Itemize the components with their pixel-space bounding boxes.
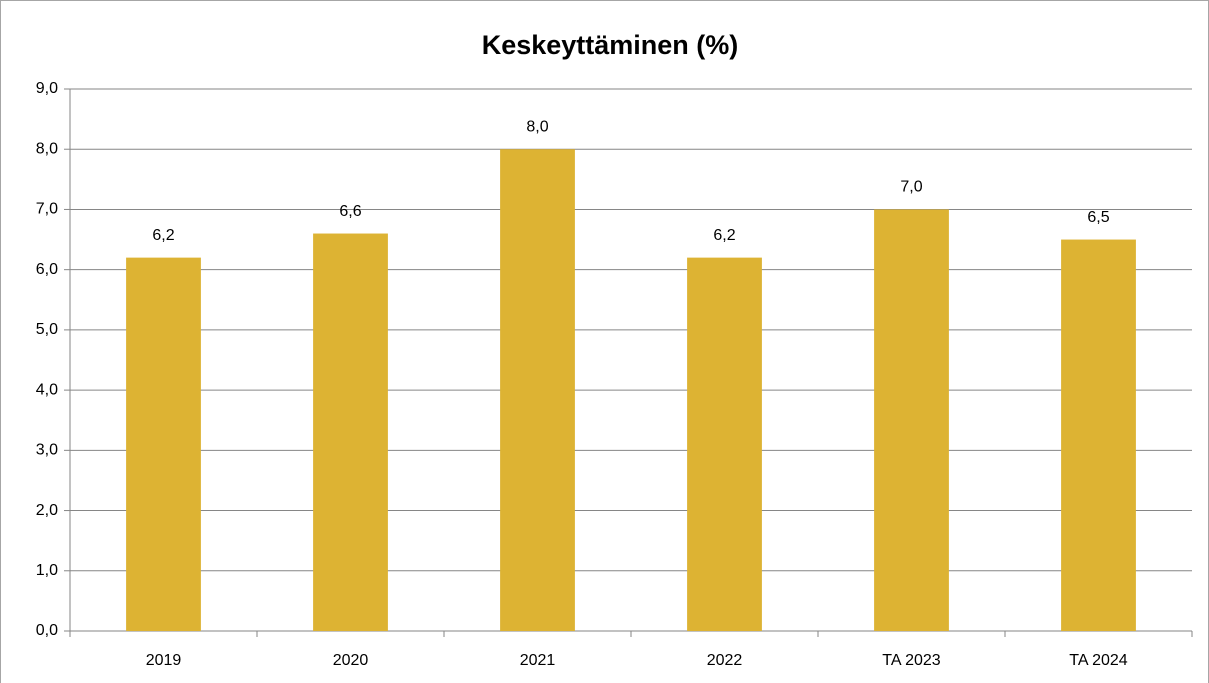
data-label: 6,2 [152, 227, 174, 244]
x-tick-label: 2022 [707, 652, 743, 669]
bar [313, 233, 388, 632]
data-label: 6,2 [713, 227, 735, 244]
y-tick-label: 2,0 [36, 502, 58, 519]
y-tick-label: 3,0 [36, 442, 58, 459]
bar [126, 257, 201, 631]
x-tick-label: 2019 [146, 652, 182, 669]
bar [500, 149, 575, 631]
data-label: 7,0 [900, 179, 922, 196]
bar [687, 257, 762, 631]
bar [874, 209, 949, 631]
x-tick-label: 2020 [333, 652, 369, 669]
y-tick-label: 9,0 [36, 80, 58, 97]
y-tick-label: 4,0 [36, 381, 58, 398]
y-tick-label: 8,0 [36, 140, 58, 157]
data-label: 8,0 [526, 118, 548, 135]
x-tick-label: TA 2023 [882, 652, 941, 669]
bar [1061, 239, 1136, 632]
y-tick-label: 5,0 [36, 321, 58, 338]
data-label: 6,6 [339, 203, 361, 220]
y-tick-label: 7,0 [36, 201, 58, 218]
chart-title: Keskeyttäminen (%) [482, 30, 739, 60]
x-tick-label: TA 2024 [1069, 652, 1128, 669]
y-tick-label: 0,0 [36, 622, 58, 639]
y-tick-label: 6,0 [36, 261, 58, 278]
y-tick-label: 1,0 [36, 562, 58, 579]
data-label: 6,5 [1087, 209, 1109, 226]
x-tick-label: 2021 [520, 652, 556, 669]
